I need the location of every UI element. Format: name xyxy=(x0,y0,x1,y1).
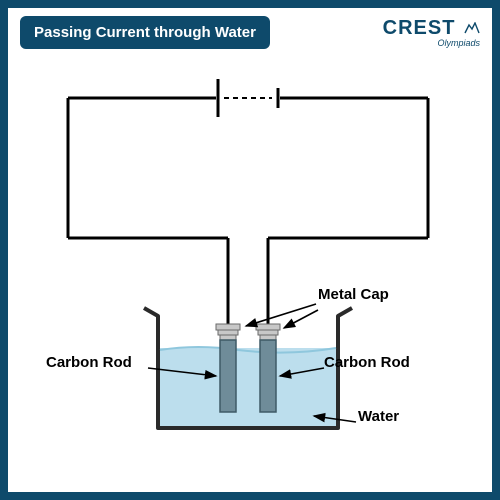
carbon-rod-left-shape xyxy=(220,340,236,412)
page-title: Passing Current through Water xyxy=(20,16,270,49)
label-metal-cap: Metal Cap xyxy=(318,286,389,303)
label-carbon-rod-left: Carbon Rod xyxy=(46,354,132,371)
logo-text: CREST xyxy=(383,17,456,39)
label-water: Water xyxy=(358,408,399,425)
metal-cap-right xyxy=(256,324,280,340)
label-carbon-rod-right: Carbon Rod xyxy=(324,354,410,371)
logo: CREST Olympiads xyxy=(383,16,480,48)
carbon-rod-right-shape xyxy=(260,340,276,412)
metal-cap-left xyxy=(216,324,240,340)
circuit-diagram: Metal Cap Carbon Rod Carbon Rod Water xyxy=(38,68,462,472)
logo-subtitle: Olympiads xyxy=(383,38,480,48)
mountain-icon xyxy=(464,18,480,38)
